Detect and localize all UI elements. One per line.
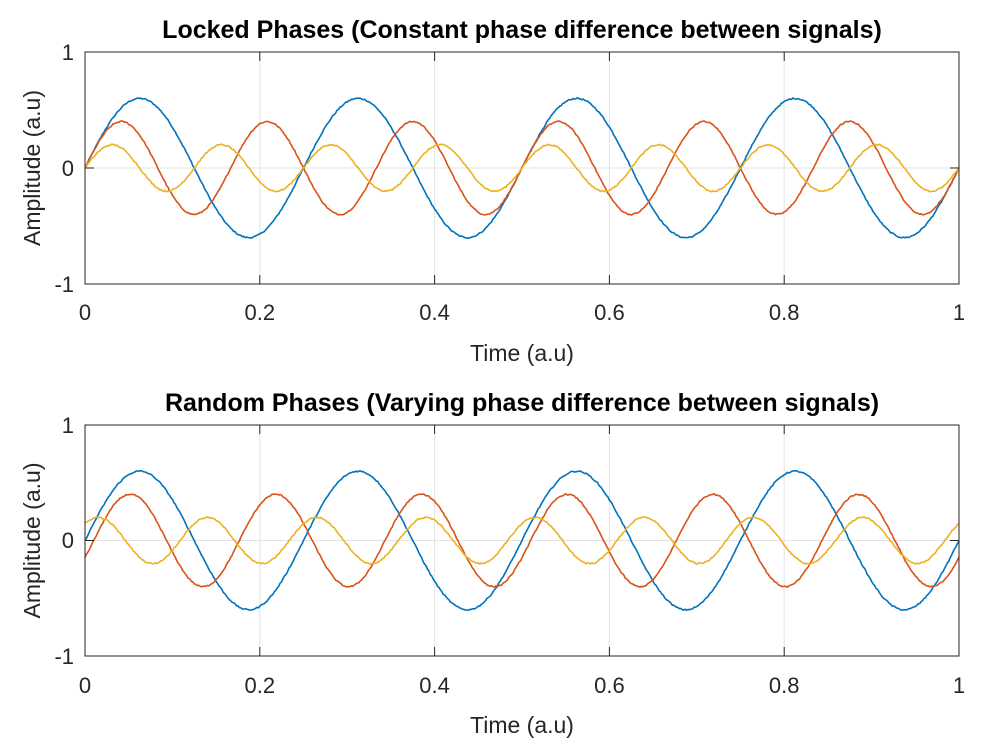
series-line-3 (84, 143, 960, 193)
x-tick-label: 0.4 (419, 300, 450, 325)
y-axis-label: Amplitude (a.u) (19, 90, 45, 246)
panel-title: Locked Phases (Constant phase difference… (162, 16, 882, 44)
series-group (84, 96, 960, 239)
y-tick-label: 0 (62, 528, 74, 553)
y-tick-labels: -1 0 1 (54, 413, 74, 669)
x-tick-labels: 0 0.2 0.4 0.6 0.8 1 (79, 300, 965, 325)
y-axis-label: Amplitude (a.u) (19, 463, 45, 619)
x-axis-label: Time (a.u) (470, 712, 574, 738)
series-line-2 (84, 492, 960, 589)
x-tick-label: 0.8 (769, 300, 800, 325)
x-tick-label: 0.2 (245, 673, 276, 698)
x-tick-label: 0.6 (594, 673, 625, 698)
x-tick-label: 0 (79, 673, 91, 698)
y-tick-label: -1 (54, 644, 74, 669)
x-tick-label: 0.6 (594, 300, 625, 325)
panel-title: Random Phases (Varying phase difference … (165, 389, 879, 417)
x-tick-label: 0.4 (419, 673, 450, 698)
y-tick-label: -1 (54, 272, 74, 297)
panel-random-phases: Random Phases (Varying phase difference … (19, 389, 965, 738)
panel-locked-phases: Locked Phases (Constant phase difference… (19, 16, 965, 366)
x-tick-labels: 0 0.2 0.4 0.6 0.8 1 (79, 673, 965, 698)
y-tick-label: 1 (62, 413, 74, 438)
x-tick-label: 1 (953, 673, 965, 698)
series-group (84, 469, 960, 612)
y-tick-label: 1 (62, 40, 74, 65)
x-axis-label: Time (a.u) (470, 340, 574, 366)
x-tick-label: 0 (79, 300, 91, 325)
x-tick-label: 1 (953, 300, 965, 325)
x-tick-label: 0.2 (245, 300, 276, 325)
tick-marks (85, 52, 959, 284)
tick-marks (85, 425, 959, 656)
x-tick-label: 0.8 (769, 673, 800, 698)
y-tick-labels: -1 0 1 (54, 40, 74, 297)
series-line-3 (84, 515, 960, 566)
series-line-1 (84, 469, 960, 612)
y-tick-label: 0 (62, 156, 74, 181)
